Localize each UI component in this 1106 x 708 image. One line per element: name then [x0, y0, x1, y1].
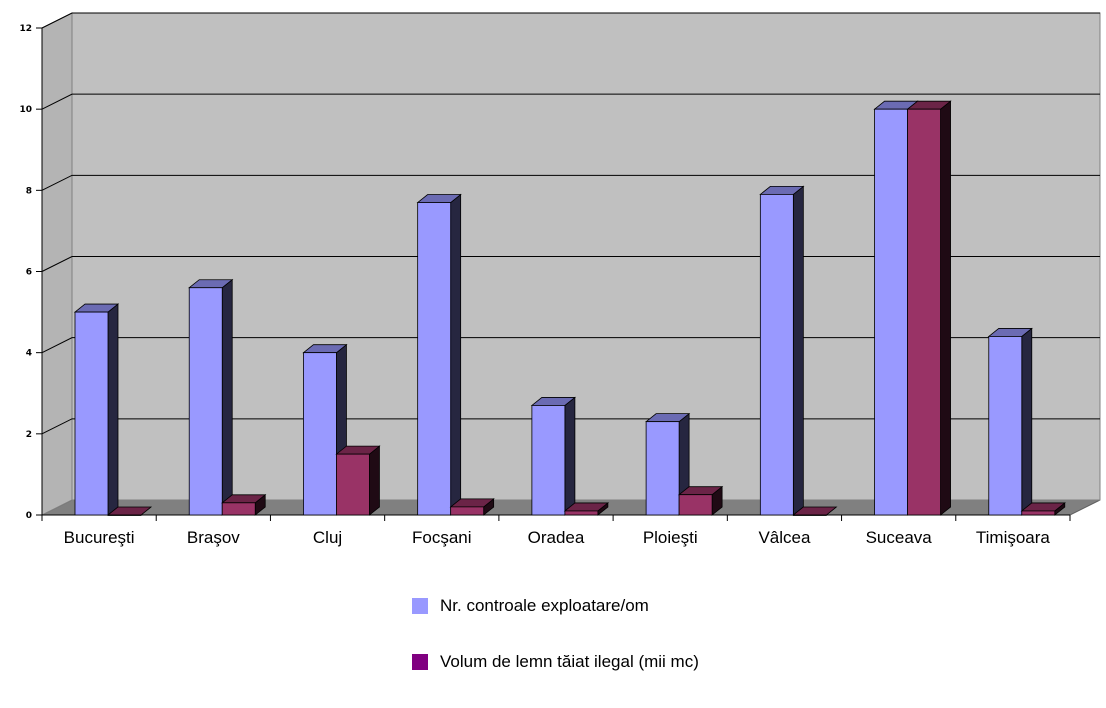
bar-1-6 — [759, 185, 805, 516]
gridline-6 — [41, 256, 1100, 272]
bar-front — [450, 506, 485, 516]
gridline-4 — [41, 337, 1100, 354]
legend-label-series-1: Nr. controale exploatare/om — [440, 596, 649, 615]
bar-1-3 — [416, 193, 462, 516]
bar-front — [1021, 510, 1056, 516]
y-tick-label-4: 4 — [26, 349, 32, 359]
bar-2-2 — [335, 445, 381, 516]
bar-1-1 — [188, 278, 234, 516]
bar-front — [759, 193, 794, 516]
bar-front — [107, 514, 142, 516]
bar-front — [645, 421, 680, 516]
bar-side — [221, 278, 233, 516]
y-axis: 0 2 4 6 8 10 12 — [19, 24, 43, 521]
category-label: Timişoara — [976, 528, 1051, 547]
legend-label-series-2: Volum de lemn tăiat ilegal (mii mc) — [440, 652, 699, 671]
bar-front — [792, 514, 827, 516]
bar-front — [988, 336, 1023, 516]
category-label: Focşani — [412, 528, 472, 547]
bar-side — [564, 396, 576, 516]
bar-1-8 — [987, 327, 1033, 516]
bar-2-3 — [449, 498, 495, 516]
bar-side — [940, 100, 951, 516]
bar-side — [450, 193, 462, 516]
bar-1-5 — [644, 412, 691, 516]
bar-2-6 — [792, 506, 838, 516]
y-tick-label-2: 2 — [26, 430, 32, 440]
y-tick-label-10: 10 — [19, 105, 32, 115]
category-label: Vâlcea — [758, 528, 811, 547]
bar-side — [107, 303, 119, 516]
chart-bars — [73, 100, 1066, 516]
chart-gridlines — [41, 12, 1100, 435]
bar-front — [417, 202, 452, 516]
bar-2-1 — [221, 493, 267, 516]
category-label: Oradea — [528, 528, 585, 547]
gridline-12 — [41, 12, 1100, 29]
bar-2-0 — [106, 506, 153, 516]
bar-front — [188, 287, 223, 516]
bar-front — [74, 311, 109, 516]
category-label: Cluj — [313, 528, 342, 547]
bar-front — [531, 405, 566, 516]
bar-front — [874, 108, 908, 516]
gridline-2 — [41, 418, 1100, 435]
y-tick-label-6: 6 — [26, 268, 32, 278]
bar-2-7 — [906, 100, 952, 516]
y-tick-label-12: 12 — [19, 24, 32, 34]
legend-swatch-series-1 — [412, 598, 428, 614]
bar-side — [369, 445, 380, 516]
x-axis — [41, 514, 1071, 521]
bar-front — [336, 453, 370, 516]
category-label: Braşov — [187, 528, 240, 547]
bar-2-4 — [563, 502, 610, 516]
legend-swatch-series-2 — [412, 654, 428, 670]
category-label: Suceava — [866, 528, 933, 547]
category-label: Ploieşti — [643, 528, 698, 547]
bar-1-0 — [73, 303, 120, 516]
bar-front — [678, 494, 713, 516]
y-tick-label-8: 8 — [26, 186, 32, 196]
bar-chart: 0 2 4 6 8 10 12 Bucureşti Braşov Cluj Focşani Orad… — [19, 12, 1101, 547]
bar-1-4 — [530, 396, 577, 516]
gridline-10 — [41, 93, 1100, 110]
bar-front — [303, 352, 337, 516]
y-tick-label-0: 0 — [26, 511, 32, 521]
bar-front — [907, 108, 941, 516]
bar-front — [221, 502, 256, 516]
bar-front — [564, 510, 599, 516]
bar-2-5 — [677, 485, 724, 516]
bar-2-8 — [1020, 502, 1066, 516]
category-label: Bucureşti — [64, 528, 135, 547]
bar-side — [792, 185, 804, 516]
chart-container: 0 2 4 6 8 10 12 Bucureşti Braşov Cluj Focşani Orad… — [19, 12, 1101, 671]
bar-side — [1021, 327, 1033, 516]
category-labels: Bucureşti Braşov Cluj Focşani Oradea Ploieşti… — [64, 528, 1051, 547]
gridline-8 — [41, 174, 1100, 191]
